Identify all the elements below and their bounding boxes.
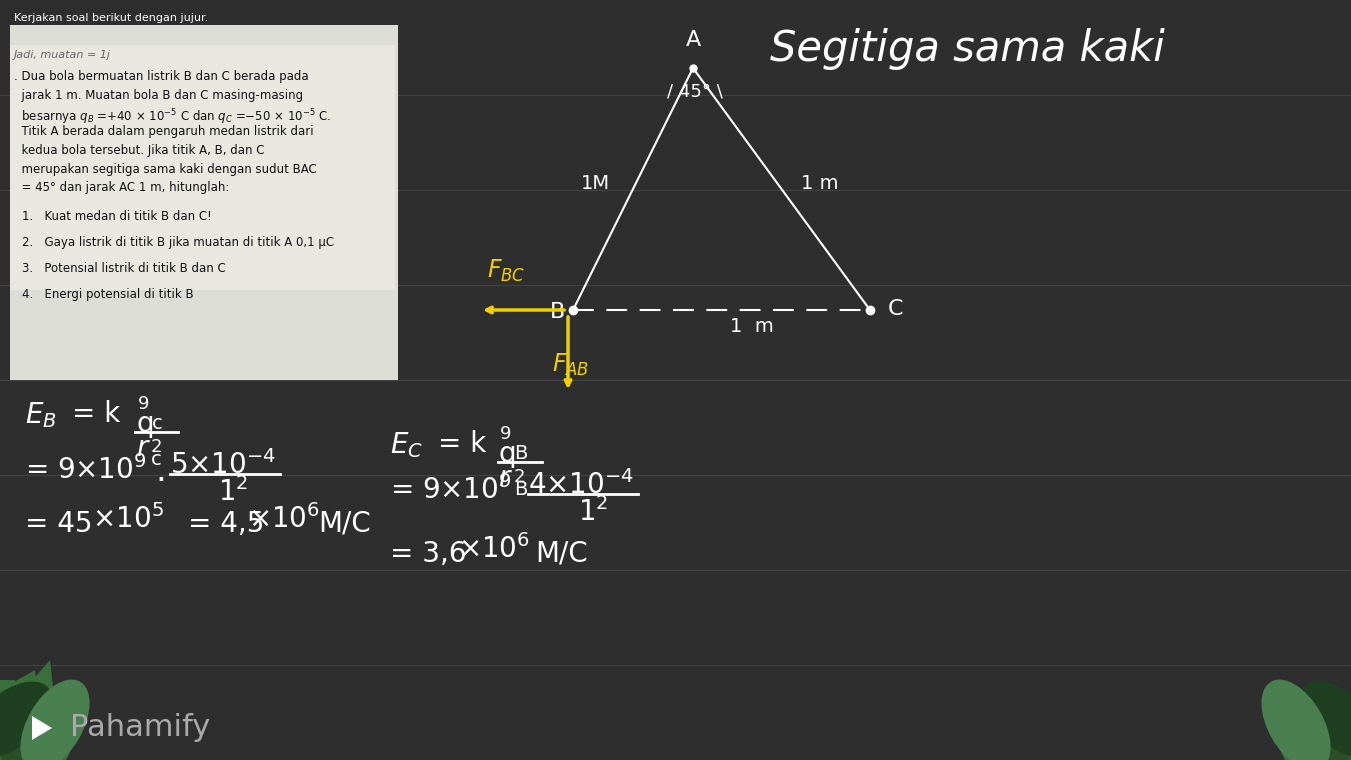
Ellipse shape bbox=[1, 705, 58, 760]
Bar bbox=[9, 25, 399, 380]
Polygon shape bbox=[32, 716, 51, 740]
Text: M/C: M/C bbox=[535, 540, 588, 568]
Text: c: c bbox=[151, 450, 162, 469]
Text: q: q bbox=[136, 410, 154, 438]
Text: Segitiga sama kaki: Segitiga sama kaki bbox=[770, 28, 1165, 70]
Text: B: B bbox=[513, 444, 527, 463]
Text: Jadi, muatan = 1j: Jadi, muatan = 1j bbox=[14, 50, 111, 60]
Text: A: A bbox=[685, 30, 701, 50]
Text: . Dua bola bermuatan listrik B dan C berada pada: . Dua bola bermuatan listrik B dan C ber… bbox=[14, 70, 308, 83]
Polygon shape bbox=[9, 660, 59, 760]
Text: kedua bola tersebut. Jika titik A, B, dan C: kedua bola tersebut. Jika titik A, B, da… bbox=[14, 144, 265, 157]
Ellipse shape bbox=[1298, 682, 1351, 758]
Text: C: C bbox=[888, 299, 904, 319]
Text: 1 m: 1 m bbox=[801, 174, 838, 193]
Polygon shape bbox=[0, 685, 41, 760]
Text: jarak 1 m. Muatan bola B dan C masing-masing: jarak 1 m. Muatan bola B dan C masing-ma… bbox=[14, 88, 303, 102]
Text: $1^2$: $1^2$ bbox=[218, 477, 249, 507]
Text: = $9{\times}10^9$: = $9{\times}10^9$ bbox=[390, 475, 512, 505]
Text: $F_{BC}$: $F_{BC}$ bbox=[486, 258, 526, 284]
Text: 9: 9 bbox=[500, 425, 512, 443]
Text: $\times10^5$: $\times10^5$ bbox=[76, 504, 165, 534]
Text: = 45° dan jarak AC 1 m, hitunglah:: = 45° dan jarak AC 1 m, hitunglah: bbox=[14, 181, 230, 194]
Text: $r$: $r$ bbox=[136, 434, 151, 462]
Ellipse shape bbox=[1293, 705, 1350, 760]
Text: c: c bbox=[153, 414, 162, 433]
Text: $E_B$: $E_B$ bbox=[26, 400, 57, 430]
Text: $r$: $r$ bbox=[499, 464, 513, 492]
Text: 2: 2 bbox=[513, 468, 526, 486]
Text: 4.   Energi potensial di titik B: 4. Energi potensial di titik B bbox=[22, 288, 193, 301]
Text: = 4,5: = 4,5 bbox=[188, 510, 265, 538]
Ellipse shape bbox=[0, 682, 53, 758]
Text: 2: 2 bbox=[151, 438, 162, 456]
Polygon shape bbox=[0, 670, 45, 760]
Ellipse shape bbox=[0, 688, 57, 760]
Text: / 45° \: / 45° \ bbox=[667, 82, 723, 100]
Ellipse shape bbox=[20, 679, 89, 760]
Bar bbox=[9, 45, 394, 290]
Text: = 3,6: = 3,6 bbox=[390, 540, 466, 568]
Ellipse shape bbox=[1262, 679, 1331, 760]
Ellipse shape bbox=[14, 692, 76, 760]
Text: = 45: = 45 bbox=[26, 510, 92, 538]
Text: $4{\times}10^{-4}$: $4{\times}10^{-4}$ bbox=[528, 470, 634, 500]
Text: 1  m: 1 m bbox=[730, 317, 773, 336]
Text: 3.   Potensial listrik di titik B dan C: 3. Potensial listrik di titik B dan C bbox=[22, 262, 226, 275]
Text: 9: 9 bbox=[138, 395, 150, 413]
Text: $\times10^6$: $\times10^6$ bbox=[458, 534, 530, 564]
Text: B: B bbox=[550, 302, 565, 322]
Text: $5{\times}10^{-4}$: $5{\times}10^{-4}$ bbox=[170, 450, 276, 480]
Ellipse shape bbox=[1275, 692, 1337, 760]
Polygon shape bbox=[0, 680, 30, 760]
Text: Kerjakan soal berikut dengan jujur.: Kerjakan soal berikut dengan jujur. bbox=[14, 13, 208, 23]
Text: $F_{AB}$: $F_{AB}$ bbox=[553, 352, 589, 378]
Text: $\times10^6$: $\times10^6$ bbox=[249, 504, 320, 534]
Text: 2.   Gaya listrik di titik B jika muatan di titik A 0,1 μC: 2. Gaya listrik di titik B jika muatan d… bbox=[22, 236, 334, 249]
Ellipse shape bbox=[1294, 688, 1351, 760]
Text: $1^2$: $1^2$ bbox=[578, 497, 608, 527]
Text: Pahamify: Pahamify bbox=[70, 713, 211, 742]
Text: B: B bbox=[513, 480, 527, 499]
Text: Titik A berada dalam pengaruh medan listrik dari: Titik A berada dalam pengaruh medan list… bbox=[14, 125, 313, 138]
Text: = k: = k bbox=[72, 400, 120, 428]
Text: 1.   Kuat medan di titik B dan C!: 1. Kuat medan di titik B dan C! bbox=[22, 210, 212, 223]
Text: 1M: 1M bbox=[581, 174, 609, 193]
Text: = $9{\times}10^9$: = $9{\times}10^9$ bbox=[26, 455, 146, 485]
Text: .: . bbox=[155, 455, 166, 488]
Text: = k: = k bbox=[438, 430, 486, 458]
Text: M/C: M/C bbox=[317, 510, 370, 538]
Text: q: q bbox=[499, 440, 516, 468]
Text: $E_C$: $E_C$ bbox=[390, 430, 423, 460]
Text: merupakan segitiga sama kaki dengan sudut BAC: merupakan segitiga sama kaki dengan sudu… bbox=[14, 163, 316, 176]
Text: besarnya $q_B$ =+40 × 10$^{-5}$ C dan $q_C$ =−50 × 10$^{-5}$ C.: besarnya $q_B$ =+40 × 10$^{-5}$ C dan $q… bbox=[14, 107, 331, 127]
